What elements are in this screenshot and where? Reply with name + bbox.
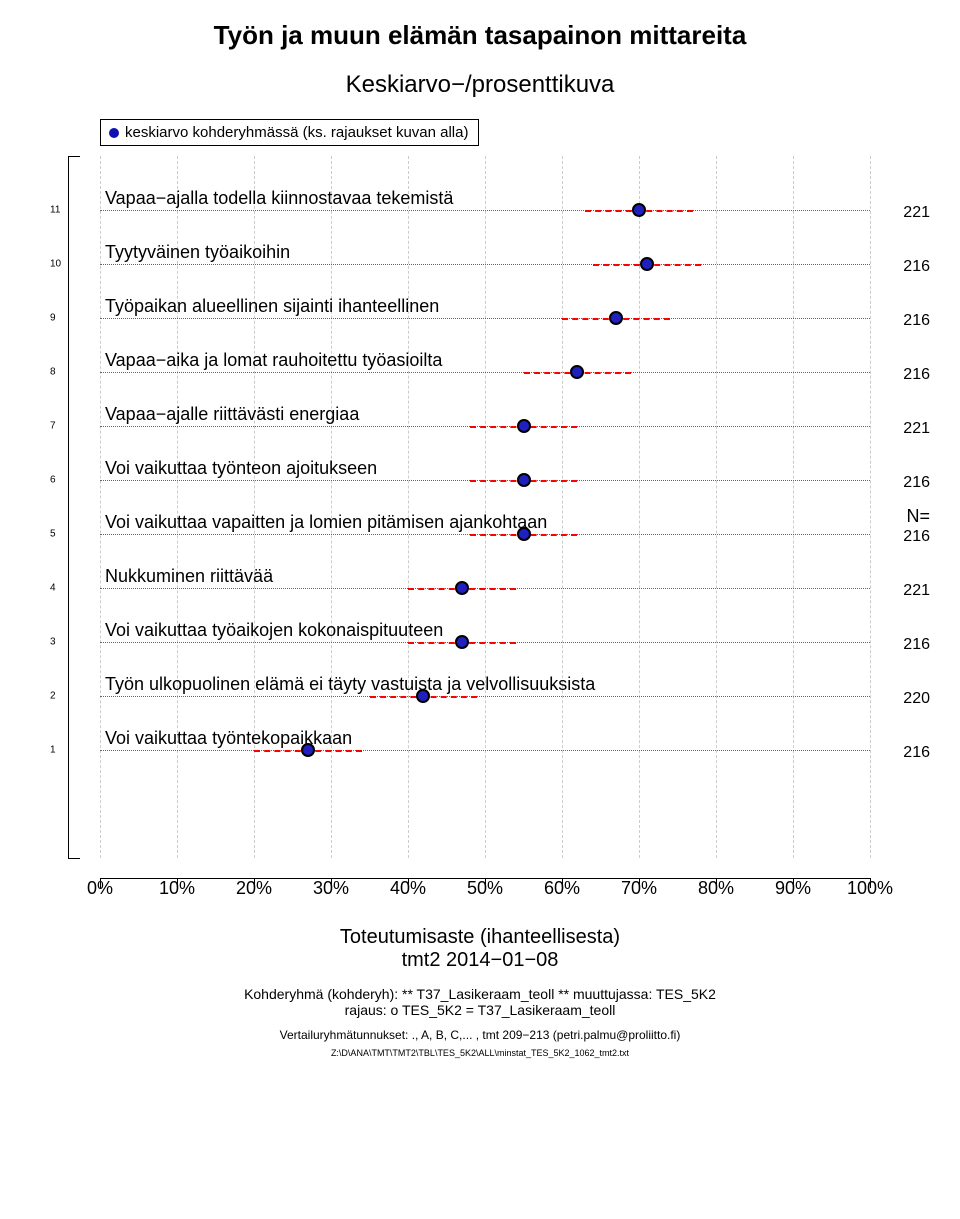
x-tick-label: 50%	[467, 878, 503, 899]
row-dotline	[100, 210, 870, 211]
n-header: N=	[906, 506, 930, 527]
row-index: 1	[50, 745, 56, 756]
n-value: 216	[903, 312, 930, 330]
row-label: Vapaa−ajalle riittävästi energiaa	[105, 404, 359, 425]
axis-sub: tmt2 2014−01−08	[30, 949, 930, 972]
axis-title: Toteutumisaste (ihanteellisesta)	[30, 926, 930, 949]
row-label: Nukkuminen riittävää	[105, 566, 273, 587]
x-tick-label: 90%	[775, 878, 811, 899]
data-point	[517, 473, 531, 487]
n-value: 216	[903, 258, 930, 276]
n-value: 216	[903, 636, 930, 654]
row-index: 5	[50, 529, 56, 540]
row-dotline	[100, 750, 870, 751]
gridline	[870, 156, 871, 858]
row-index: 6	[50, 475, 56, 486]
row-index: 11	[50, 205, 60, 216]
x-tick-label: 80%	[698, 878, 734, 899]
row-index: 4	[50, 583, 56, 594]
row-index: 10	[50, 259, 61, 270]
n-value: 221	[903, 582, 930, 600]
data-point	[640, 257, 654, 271]
n-value: 216	[903, 474, 930, 492]
y-frame-tick	[68, 858, 80, 859]
chart-page: Työn ja muun elämän tasapainon mittareit…	[0, 0, 960, 1068]
gridline	[716, 156, 717, 858]
n-value: 221	[903, 420, 930, 438]
legend-label: keskiarvo kohderyhmässä (ks. rajaukset k…	[125, 124, 468, 141]
page-subtitle: Keskiarvo−/prosenttikuva	[30, 71, 930, 99]
row-label: Työn ulkopuolinen elämä ei täyty vastuis…	[105, 674, 595, 695]
row-label: Voi vaikuttaa vapaitten ja lomien pitämi…	[105, 512, 547, 533]
data-point	[416, 689, 430, 703]
legend: keskiarvo kohderyhmässä (ks. rajaukset k…	[100, 119, 479, 146]
row-index: 7	[50, 421, 56, 432]
n-value: 221	[903, 204, 930, 222]
row-label: Vapaa−ajalla todella kiinnostavaa tekemi…	[105, 188, 453, 209]
gridline	[793, 156, 794, 858]
data-point	[455, 635, 469, 649]
legend-item: keskiarvo kohderyhmässä (ks. rajaukset k…	[109, 124, 468, 141]
page-title: Työn ja muun elämän tasapainon mittareit…	[30, 20, 930, 51]
x-tick-label: 60%	[544, 878, 580, 899]
row-index: 8	[50, 367, 56, 378]
data-point	[517, 527, 531, 541]
footer-line: Z:\D\ANA\TMT\TMT2\TBL\TES_5K2\ALL\minsta…	[30, 1048, 930, 1058]
gridline	[331, 156, 332, 858]
x-tick-label: 30%	[313, 878, 349, 899]
row-label: Voi vaikuttaa työaikojen kokonaispituute…	[105, 620, 443, 641]
footer-line: Kohderyhmä (kohderyh): ** T37_Lasikeraam…	[244, 986, 716, 1002]
legend-dot-icon	[109, 128, 119, 138]
data-point	[609, 311, 623, 325]
row-label: Voi vaikuttaa työntekopaikkaan	[105, 728, 352, 749]
row-index: 2	[50, 691, 56, 702]
n-value: 216	[903, 744, 930, 762]
row-dotline	[100, 372, 870, 373]
gridline	[562, 156, 563, 858]
x-tick-label: 0%	[87, 878, 113, 899]
n-value: 216	[903, 366, 930, 384]
data-point	[455, 581, 469, 595]
n-value: 216	[903, 528, 930, 546]
gridline	[408, 156, 409, 858]
x-tick-label: 40%	[390, 878, 426, 899]
row-label: Voi vaikuttaa työnteon ajoitukseen	[105, 458, 377, 479]
y-frame	[68, 156, 81, 858]
data-point	[570, 365, 584, 379]
gridline	[485, 156, 486, 858]
footer-line: rajaus: o TES_5K2 = T37_Lasikeraam_teoll	[345, 1002, 616, 1018]
footer-group: Kohderyhmä (kohderyh): ** T37_Lasikeraam…	[30, 986, 930, 1018]
x-tick-label: 20%	[236, 878, 272, 899]
gridline	[100, 156, 101, 858]
chart: 11 Vapaa−ajalla todella kiinnostavaa teke…	[30, 156, 930, 918]
footer-line: Vertailuryhmätunnukset: ., A, B, C,... ,…	[30, 1028, 930, 1042]
row-dotline	[100, 264, 870, 265]
row-label: Työpaikan alueellinen sijainti ihanteell…	[105, 296, 439, 317]
data-point	[301, 743, 315, 757]
x-tick-label: 100%	[847, 878, 893, 899]
row-dotline	[100, 318, 870, 319]
row-index: 3	[50, 637, 56, 648]
row-index: 9	[50, 313, 56, 324]
x-tick-label: 70%	[621, 878, 657, 899]
n-value: 220	[903, 690, 930, 708]
data-point	[632, 203, 646, 217]
row-label: Tyytyväinen työaikoihin	[105, 242, 290, 263]
x-tick-label: 10%	[159, 878, 195, 899]
data-point	[517, 419, 531, 433]
row-dotline	[100, 696, 870, 697]
row-label: Vapaa−aika ja lomat rauhoitettu työasioi…	[105, 350, 442, 371]
